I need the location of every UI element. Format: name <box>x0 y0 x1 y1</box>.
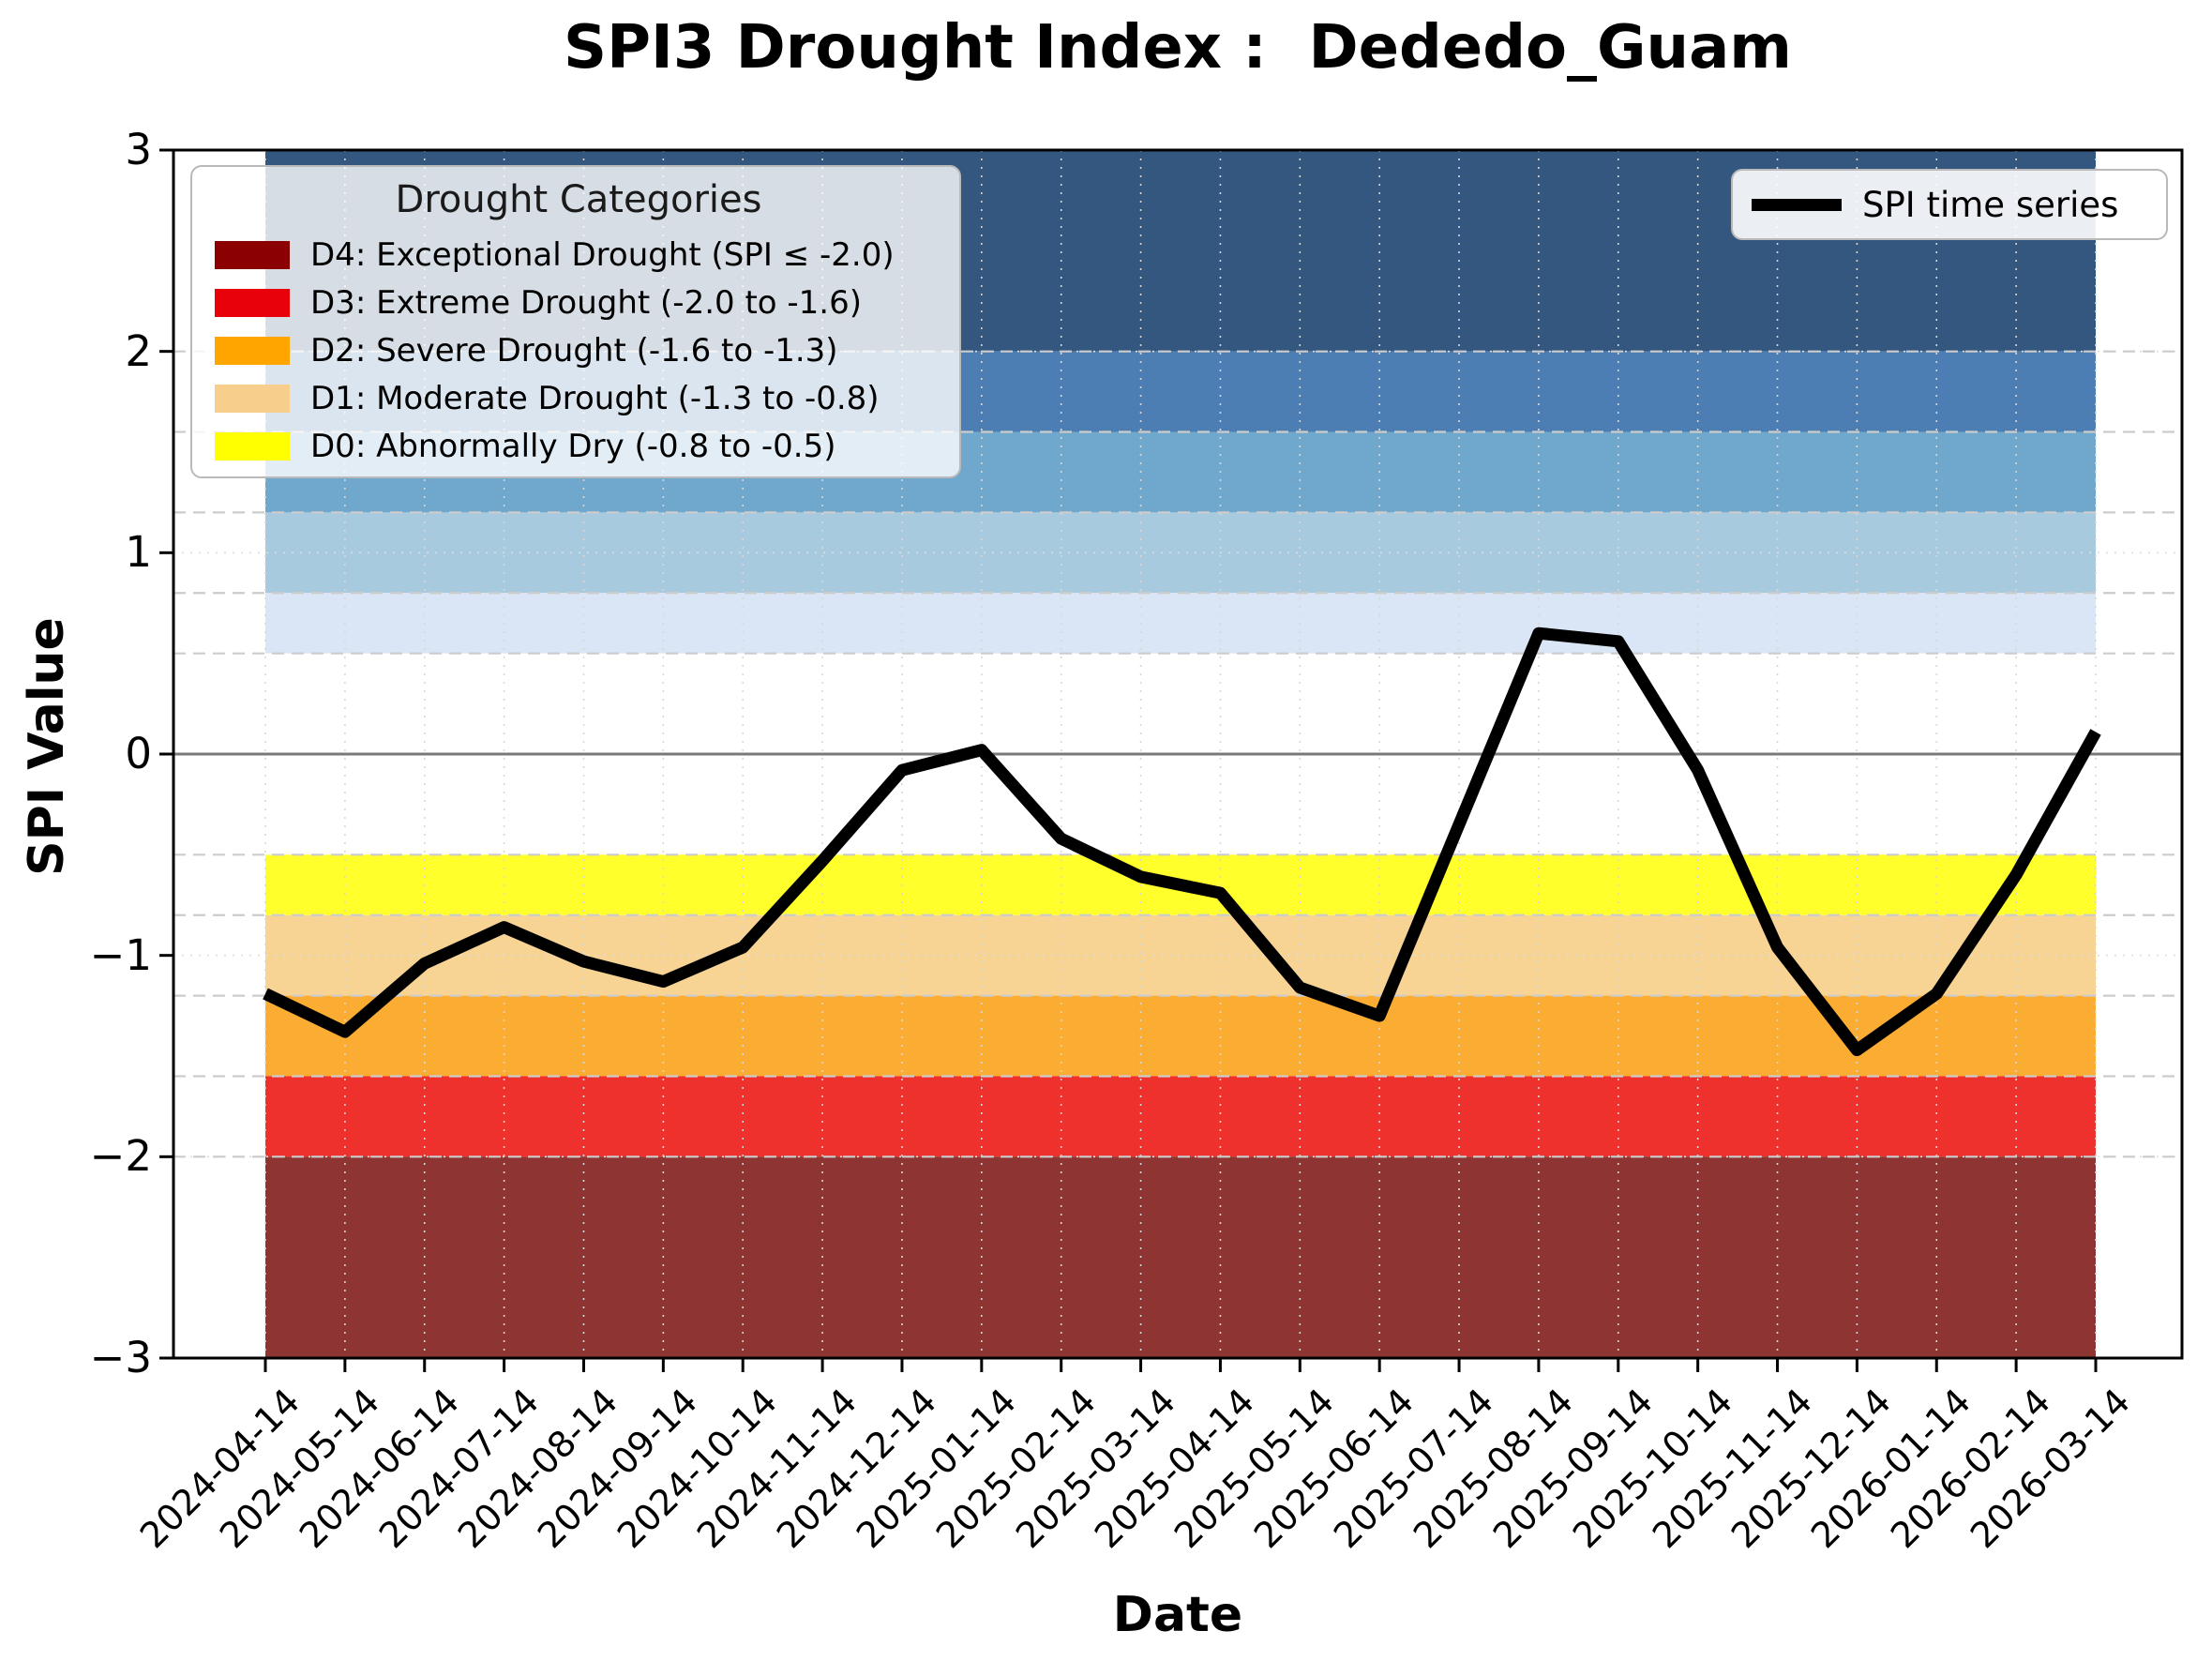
band-0.8-to-1.2 <box>265 512 2096 594</box>
spi-line-swatch-icon <box>1752 198 1842 211</box>
chart-title: SPI3 Drought Index : Dededo_Guam <box>564 13 1792 83</box>
legend-spi-series: SPI time series <box>1731 169 2168 240</box>
y-tick-label: 2 <box>125 325 152 376</box>
legend-row: D0: Abnormally Dry (-0.8 to -0.5) <box>215 422 942 470</box>
y-axis-label: SPI Value <box>19 617 75 876</box>
legend-color-swatch-icon <box>215 240 290 269</box>
spi-polyline <box>263 627 2101 1057</box>
band--1.2-to--0.8 <box>265 914 2096 996</box>
legend-row-label: D4: Exceptional Drought (SPI ≤ -2.0) <box>310 235 895 274</box>
drought-category-bands <box>265 150 2096 1358</box>
band--1.6-to--1.2 <box>265 995 2096 1077</box>
legend-row-label: D3: Extreme Drought (-2.0 to -1.6) <box>310 283 862 322</box>
x-axis-label: Date <box>1112 1587 1243 1643</box>
legend-color-swatch-icon <box>215 384 290 413</box>
y-tick-label: 0 <box>125 729 152 778</box>
legend-color-swatch-icon <box>215 336 290 365</box>
legend-rows: D4: Exceptional Drought (SPI ≤ -2.0) D3: … <box>215 231 942 470</box>
y-tick-label: −1 <box>89 929 152 980</box>
axis-tick-marks <box>159 148 2098 1372</box>
y-tick-label: 3 <box>125 125 152 174</box>
legend-row-label: D0: Abnormally Dry (-0.8 to -0.5) <box>310 427 836 465</box>
legend-color-swatch-icon <box>215 288 290 317</box>
spi-time-series-line <box>263 627 2101 1057</box>
band--2-to--1.6 <box>265 1076 2096 1157</box>
y-tick-label: 1 <box>125 527 152 578</box>
legend-title: Drought Categories <box>395 178 762 221</box>
legend-row: D3: Extreme Drought (-2.0 to -1.6) <box>215 279 942 326</box>
legend-row: D2: Severe Drought (-1.6 to -1.3) <box>215 326 942 374</box>
legend-row: D1: Moderate Drought (-1.3 to -0.8) <box>215 374 942 422</box>
y-tick-label: −3 <box>89 1333 152 1382</box>
legend-row: D4: Exceptional Drought (SPI ≤ -2.0) <box>215 231 942 279</box>
band--3-to--2 <box>265 1156 2096 1358</box>
legend-series-label: SPI time series <box>1862 184 2119 225</box>
legend-row-label: D2: Severe Drought (-1.6 to -1.3) <box>310 331 838 370</box>
legend-row-label: D1: Moderate Drought (-1.3 to -0.8) <box>310 379 880 417</box>
band-0.5-to-0.8 <box>265 593 2096 654</box>
legend-drought-categories: Drought Categories D4: Exceptional Droug… <box>190 165 961 478</box>
legend-color-swatch-icon <box>215 431 290 461</box>
y-tick-label: −2 <box>89 1131 152 1182</box>
